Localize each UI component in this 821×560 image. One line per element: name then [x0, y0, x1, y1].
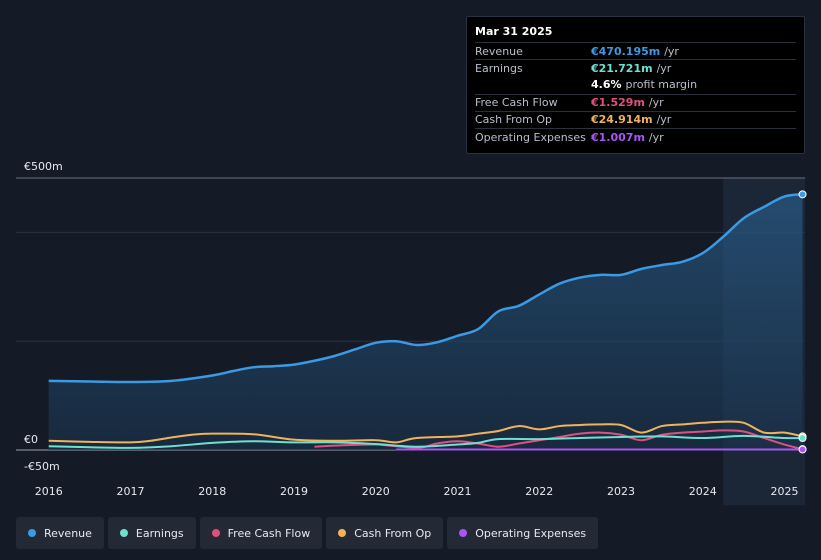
tooltip-row: Earnings €21.721m/yr — [475, 59, 796, 76]
x-tick-label: 2021 — [444, 485, 472, 498]
x-tick-label: 2023 — [607, 485, 635, 498]
earnings-end-point — [798, 434, 807, 443]
tooltip-panel: Mar 31 2025 Revenue €470.195m/yr Earnings €… — [466, 16, 805, 154]
tooltip-row-value: €24.914m — [591, 113, 653, 127]
y-tick-label-top: €500m — [24, 160, 63, 173]
tooltip-row-unit: /yr — [656, 61, 672, 75]
legend-dot-icon — [211, 529, 220, 537]
legend-item-earnings[interactable]: Earnings — [107, 517, 196, 549]
tooltip-date: Mar 31 2025 — [475, 25, 553, 38]
legend-label: Earnings — [135, 526, 184, 540]
tooltip-row-label: Free Cash Flow — [475, 96, 558, 110]
operating-expenses-end-point — [798, 445, 807, 454]
tooltip-row-unit: /yr — [664, 44, 679, 58]
tooltip-row-label: Revenue — [475, 44, 523, 58]
tooltip-row: 4.6% profit margin — [475, 76, 796, 93]
legend-item-free-cash-flow[interactable]: Free Cash Flow — [199, 517, 323, 549]
free-cash-flow-line — [314, 429, 803, 451]
revenue-area — [48, 194, 803, 450]
earnings-line — [48, 434, 803, 449]
legend-dot-icon — [119, 529, 128, 537]
tooltip-row-unit: /yr — [656, 113, 672, 127]
x-tick-label: 2017 — [116, 485, 144, 498]
tooltip-row-label: Cash From Op — [475, 113, 553, 127]
tooltip-row-value: 4.6% — [591, 78, 622, 92]
legend-dot-icon — [28, 529, 36, 537]
tooltip-row-unit: /yr — [648, 130, 664, 144]
cash-from-op-line — [48, 420, 803, 444]
y-tick-label-bottom: -€50m — [24, 460, 60, 473]
legend-item-revenue[interactable]: Revenue — [16, 517, 104, 549]
legend: Revenue Earnings Free Cash Flow Cash From O… — [16, 517, 599, 549]
tooltip-row-value: €21.721m — [591, 61, 653, 75]
tooltip-row-value: €470.195m — [591, 44, 661, 58]
tooltip-row-label: Earnings — [475, 61, 523, 75]
tooltip-row: Revenue €470.195m/yr — [475, 42, 796, 59]
x-tick-label: 2024 — [689, 485, 717, 498]
x-tick-label: 2025 — [771, 485, 799, 498]
tooltip-row: Cash From Op €24.914m/yr — [475, 110, 796, 128]
chart-area: 2016 2017 2018 2019 2020 2021 2022 2023 2024 2025… — [16, 160, 807, 506]
y-tick-label-zero: €0 — [24, 433, 38, 446]
legend-item-cash-from-op[interactable]: Cash From Op — [326, 517, 444, 549]
tooltip-row-unit: profit margin — [625, 78, 698, 92]
legend-label: Cash From Op — [354, 526, 432, 540]
x-tick-label: 2022 — [525, 485, 553, 498]
legend-label: Operating Expenses — [475, 526, 587, 540]
x-tick-label: 2018 — [198, 485, 226, 498]
revenue-line — [48, 193, 803, 384]
x-tick-label: 2019 — [280, 485, 308, 498]
tooltip-row-label: Operating Expenses — [475, 130, 586, 144]
tooltip-row: Operating Expenses €1.007m/yr — [475, 127, 796, 145]
x-tick-label: 2020 — [362, 485, 390, 498]
tooltip-row-value: €1.007m — [591, 130, 645, 144]
tooltip-row-unit: /yr — [648, 96, 664, 110]
legend-label: Free Cash Flow — [227, 526, 311, 540]
tooltip-row-value: €1.529m — [591, 96, 645, 110]
tooltip-row: Free Cash Flow €1.529m/yr — [475, 93, 796, 111]
x-tick-label: 2016 — [35, 485, 63, 498]
legend-label: Revenue — [44, 526, 92, 540]
legend-dot-icon — [459, 529, 468, 537]
legend-item-operating-expenses[interactable]: Operating Expenses — [447, 517, 599, 549]
legend-dot-icon — [338, 529, 347, 537]
revenue-end-point — [798, 190, 807, 199]
